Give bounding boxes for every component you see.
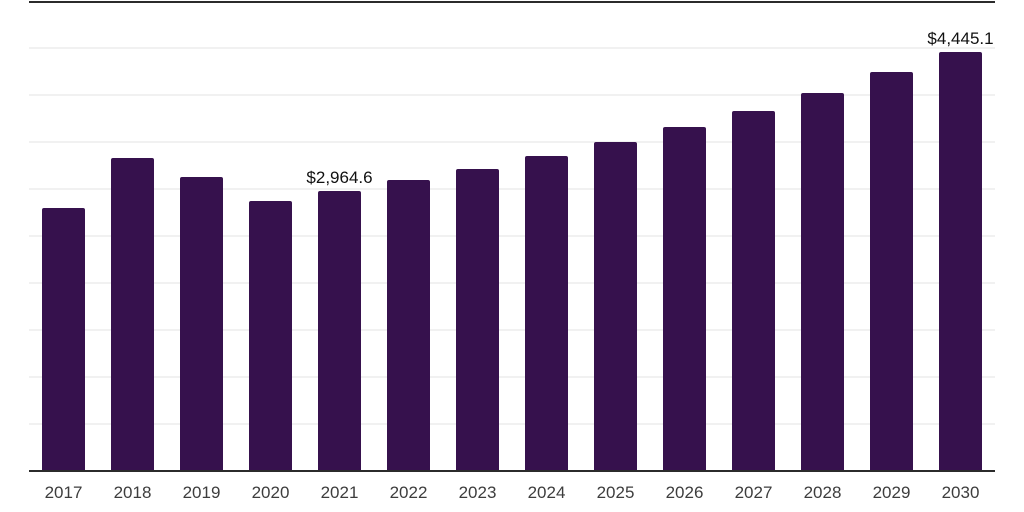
x-tick-2022: 2022 — [389, 483, 428, 502]
bar-2025 — [594, 141, 637, 470]
bar-2017 — [42, 208, 85, 470]
bar-2029 — [870, 71, 913, 470]
bar-2026 — [663, 127, 706, 470]
gridline-1500 — [29, 329, 995, 331]
x-axis-line — [29, 470, 995, 472]
bar-2030 — [939, 52, 982, 470]
x-tick-2028: 2028 — [803, 483, 842, 502]
gridline-2000 — [29, 282, 995, 284]
plot-top-border — [29, 1, 995, 3]
gridline-3500 — [29, 141, 995, 143]
gridline-2500 — [29, 235, 995, 237]
gridline-4000 — [29, 94, 995, 96]
bar-2023 — [456, 169, 499, 470]
x-tick-2021: 2021 — [320, 483, 359, 502]
gridline-1000 — [29, 376, 995, 378]
x-tick-2018: 2018 — [113, 483, 152, 502]
x-tick-2023: 2023 — [458, 483, 497, 502]
bar-2020 — [249, 201, 292, 470]
x-tick-2026: 2026 — [665, 483, 704, 502]
plot-area: $2,964.6 $4,445.1 — [29, 1, 995, 472]
x-tick-2027: 2027 — [734, 483, 773, 502]
x-tick-2019: 2019 — [182, 483, 221, 502]
gridline-4500 — [29, 47, 995, 49]
data-label-2030: $4,445.1 — [927, 29, 994, 49]
bar-2028 — [801, 93, 844, 470]
bar-2022 — [387, 180, 430, 470]
bar-2021 — [318, 191, 361, 470]
bar-2024 — [525, 156, 568, 470]
bar-2019 — [180, 176, 223, 470]
x-tick-2029: 2029 — [872, 483, 911, 502]
gridline-500 — [29, 423, 995, 425]
x-tick-2024: 2024 — [527, 483, 566, 502]
x-tick-2025: 2025 — [596, 483, 635, 502]
gridline-3000 — [29, 188, 995, 190]
x-tick-2030: 2030 — [941, 483, 980, 502]
data-label-2021: $2,964.6 — [306, 168, 373, 188]
x-axis-tick-labels: 2017 2018 2019 2020 2021 2022 2023 2024 2025 2026… — [29, 483, 995, 507]
bar-2027 — [732, 110, 775, 470]
x-tick-2017: 2017 — [44, 483, 83, 502]
x-tick-2020: 2020 — [251, 483, 290, 502]
bar-2018 — [111, 157, 154, 470]
